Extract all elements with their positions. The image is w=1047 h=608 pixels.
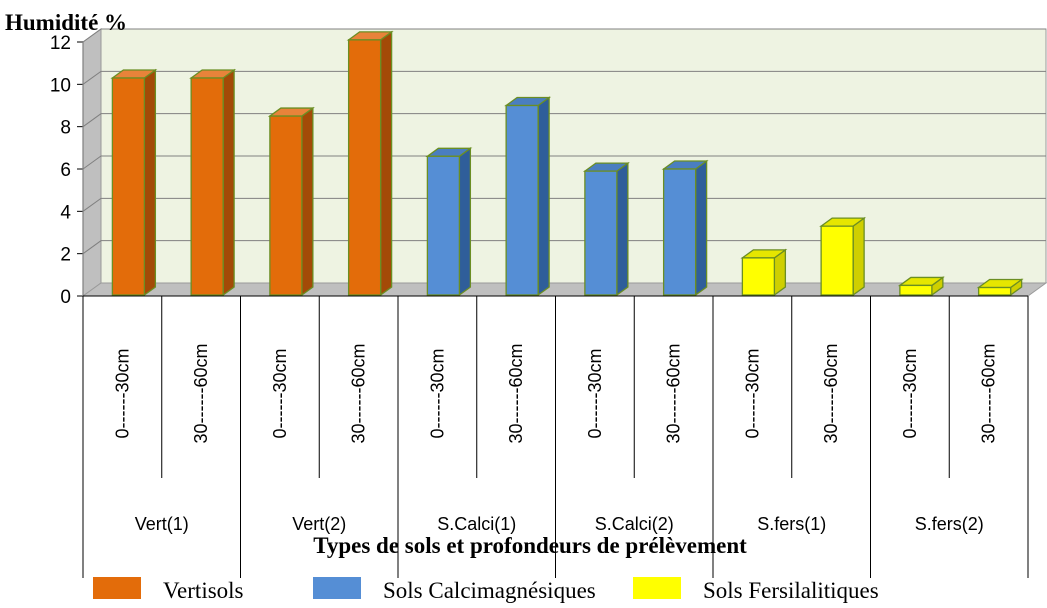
y-tick-label: 2 <box>60 245 71 266</box>
legend-item: Sols Calcimagnésiques <box>313 577 596 603</box>
legend: Vertisols Sols Calcimagnésiques Sols Fersi… <box>93 577 879 603</box>
bar <box>346 30 394 297</box>
bar-side <box>616 161 629 297</box>
bar <box>819 216 867 297</box>
bar-front <box>584 170 618 296</box>
gridline <box>82 240 1046 255</box>
depth-label: 0------30cm <box>742 349 762 439</box>
depth-label: 30------60cm <box>349 343 369 443</box>
bar <box>897 276 945 297</box>
legend-item: Vertisols <box>93 577 244 603</box>
bar <box>740 248 788 297</box>
depth-label: 0------30cm <box>900 349 920 439</box>
legend-item: Sols Fersilalitiques <box>633 577 879 603</box>
group-label: Vert(1) <box>135 514 189 534</box>
bar-side <box>537 96 550 297</box>
bar <box>425 147 473 297</box>
depth-label: 30------60cm <box>979 343 999 443</box>
depth-label: 30------60cm <box>191 343 211 443</box>
bar-front <box>190 77 224 296</box>
gridline <box>82 155 1046 170</box>
bar-side <box>694 159 708 297</box>
bar-side <box>852 216 865 297</box>
group-label: S.Calci(2) <box>595 514 674 534</box>
x-axis: 0------30cm 30------60cm 0------30cm 30----… <box>82 295 1029 578</box>
group-label: Vert(2) <box>292 514 346 534</box>
x-axis-label: Types de sols et profondeurs de prélèvem… <box>313 533 747 558</box>
bar-side <box>458 147 472 297</box>
y-axis-label: Humidité % <box>5 10 127 35</box>
y-tick-label: 0 <box>60 287 71 308</box>
depth-label: 0------30cm <box>427 349 447 439</box>
bar <box>582 161 630 297</box>
bar-front <box>820 225 854 296</box>
depth-label: 0------30cm <box>585 349 605 439</box>
legend-label: Vertisols <box>163 578 244 603</box>
depth-label: 30------60cm <box>821 343 841 443</box>
bar-front <box>426 155 461 296</box>
bar <box>110 68 158 297</box>
legend-swatch <box>313 577 361 599</box>
group-label: S.Calci(1) <box>437 514 516 534</box>
y-tick-label: 12 <box>50 33 71 54</box>
bar-side <box>143 68 157 297</box>
depth-label: 30------60cm <box>506 343 526 443</box>
bar <box>504 96 552 297</box>
bar-front <box>977 286 1012 296</box>
y-tick-label: 4 <box>60 202 71 223</box>
bar-front <box>662 168 697 296</box>
gridline <box>82 197 1046 212</box>
bar-front <box>269 115 303 296</box>
legend-label: Sols Calcimagnésiques <box>383 578 596 603</box>
bar-side <box>222 68 235 297</box>
gridline <box>82 70 1046 85</box>
group-label: S.fers(1) <box>757 514 826 534</box>
bar-front <box>347 39 382 296</box>
bar-side <box>379 30 393 297</box>
bar-front <box>505 104 539 296</box>
gridline <box>82 28 1046 43</box>
group-label: S.fers(2) <box>915 514 984 534</box>
depth-label: 0------30cm <box>270 349 290 439</box>
bar-front <box>899 284 933 296</box>
bar-front <box>741 257 776 296</box>
legend-swatch <box>633 577 681 599</box>
depth-label: 30------60cm <box>664 343 684 443</box>
bar <box>189 68 237 297</box>
legend-label: Sols Fersilalitiques <box>703 578 879 603</box>
y-tick-label: 8 <box>60 118 71 139</box>
depth-label: 0------30cm <box>112 349 132 439</box>
y-tick-label: 6 <box>60 160 71 181</box>
bar <box>661 159 709 297</box>
y-axis: 0 2 4 6 8 10 12 <box>50 33 84 308</box>
gridline <box>82 113 1046 128</box>
bar <box>976 278 1024 297</box>
bar-side <box>301 106 314 297</box>
y-tick-label: 10 <box>50 75 71 96</box>
legend-swatch <box>93 577 141 599</box>
gridlines <box>82 28 1046 255</box>
bar-front <box>111 77 146 296</box>
bars <box>110 30 1024 297</box>
bar <box>267 106 315 297</box>
